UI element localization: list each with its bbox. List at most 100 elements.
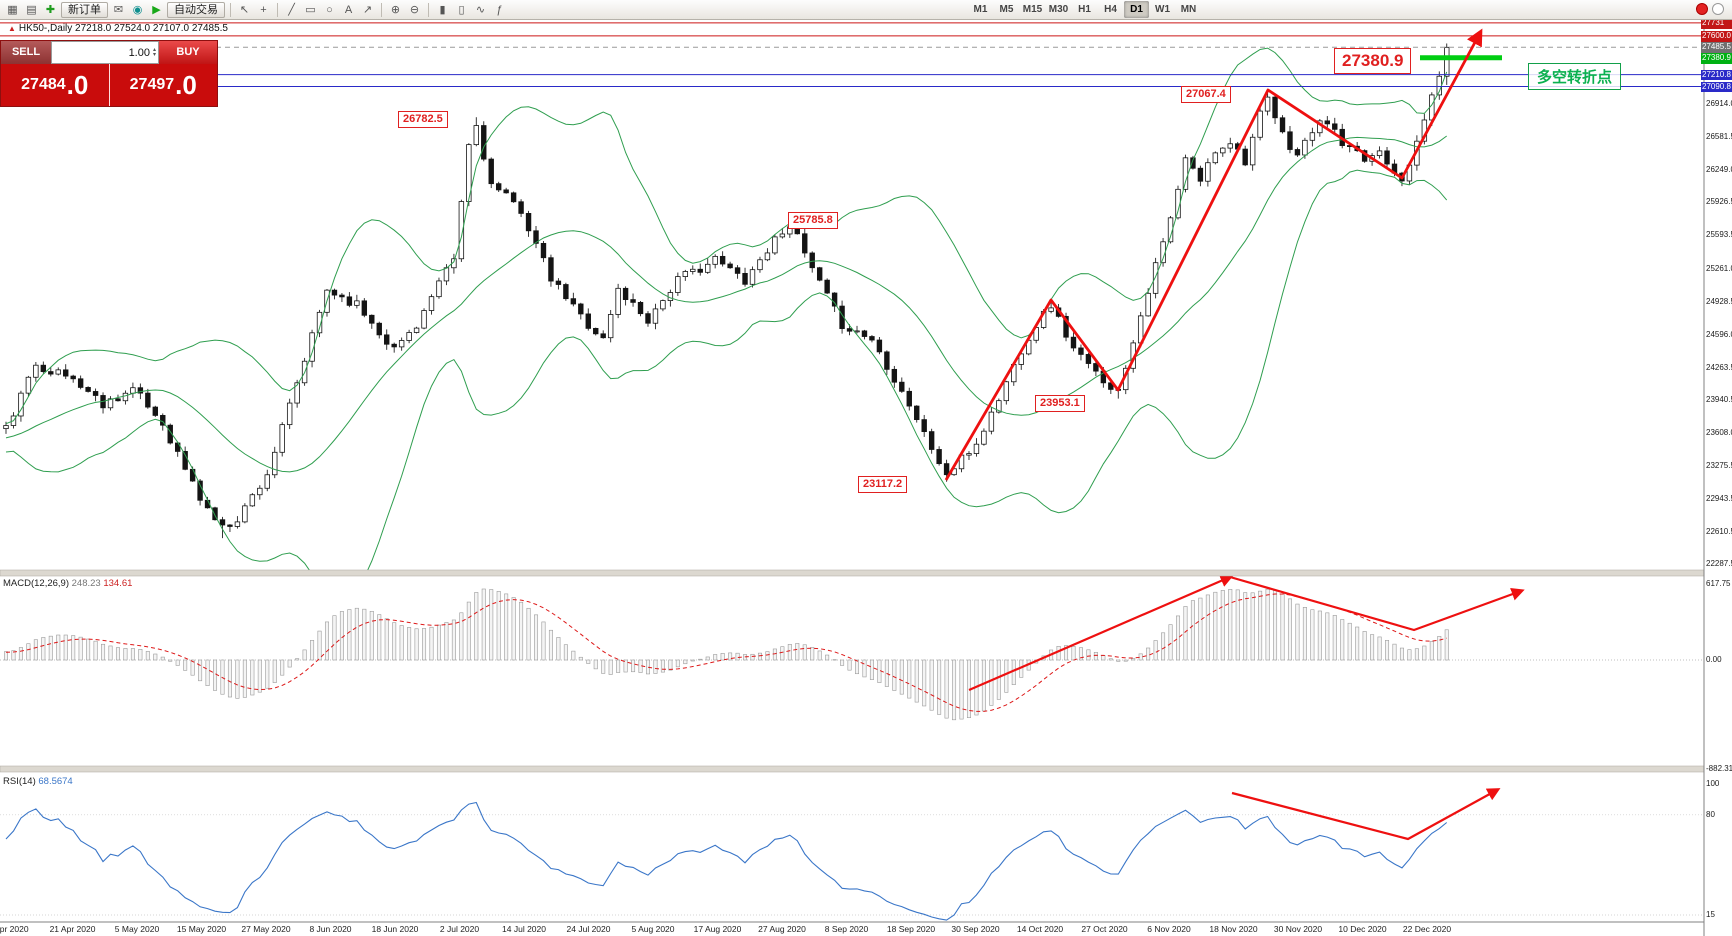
price-tick: 25593.5 — [1706, 230, 1732, 240]
time-axis-label: 30 Nov 2020 — [1273, 924, 1323, 934]
time-axis-label: 8 Sep 2020 — [824, 924, 869, 934]
time-axis-label: 27 Oct 2020 — [1081, 924, 1128, 934]
new-chart-button[interactable]: ▦ — [7, 4, 18, 16]
time-axis-label: 27 May 2020 — [241, 924, 291, 934]
time-axis-label: 8 Jun 2020 — [309, 924, 352, 934]
price-tick: 24263.5 — [1706, 362, 1732, 372]
time-axis-label: 21 Apr 2020 — [49, 924, 96, 934]
sell-price-frac: .0 — [66, 69, 89, 100]
toolbar-separator — [381, 3, 382, 17]
line-mode-button[interactable]: ∿ — [475, 4, 486, 16]
price-callout: 23117.2 — [858, 476, 908, 494]
price-tick: 22610.5 — [1706, 527, 1732, 537]
timeframe-w1[interactable]: W1 — [1155, 4, 1170, 15]
rectangle-tool-button[interactable]: ▭ — [305, 4, 316, 16]
crosshair-tool-button[interactable]: + — [260, 4, 267, 16]
volume-down-icon[interactable]: ▾ — [152, 51, 156, 58]
macd-axis-tick: -882.31 — [1706, 763, 1732, 773]
autotrading-button[interactable]: 自动交易 — [167, 2, 225, 18]
toolbar-separator — [277, 3, 278, 17]
time-axis-label: 27 Aug 2020 — [758, 924, 806, 934]
buy-button[interactable]: BUY — [159, 41, 217, 64]
price-tick: 25261.0 — [1706, 263, 1732, 273]
profiles-button[interactable]: ▤ — [26, 4, 37, 16]
autotrading-icon[interactable]: ▶ — [152, 4, 161, 16]
new-order-icon[interactable]: ✚ — [45, 4, 56, 16]
timeframe-group: M1 M5 M15 M30 H1 H4 D1 W1 MN — [968, 1, 1201, 18]
zoom-out-button[interactable]: ⊖ — [409, 4, 420, 16]
time-axis-label: 17 Aug 2020 — [693, 924, 742, 934]
rsi-axis-tick: 15 — [1706, 909, 1715, 919]
time-axis-label: 18 Jun 2020 — [371, 924, 419, 934]
trendline-tool-button[interactable]: ╱ — [288, 4, 295, 16]
ellipse-tool-button[interactable]: ○ — [326, 4, 333, 16]
buy-price-tile[interactable]: 27497 .0 — [108, 64, 217, 106]
order-prices-row: 27484 .0 27497 .0 — [1, 64, 217, 106]
market-watch-button[interactable]: ◉ — [132, 4, 143, 16]
time-axis-label: 14 Oct 2020 — [1016, 924, 1064, 934]
cursor-tool-button[interactable]: ↖ — [239, 4, 250, 16]
toolbar: ▦ ▤ ✚ 新订单 ✉ ◉ ▶ 自动交易 ↖ + ╱ ▭ ○ A ↗ ⊕ ⊖ ▮ ▯ ∿ ƒ M1 M5 M15 M30 H1 H… — [0, 0, 1732, 20]
note-box: 多空转折点 — [1528, 63, 1622, 90]
timeframe-m15[interactable]: M15 — [1022, 4, 1043, 15]
record-icon[interactable] — [1696, 3, 1708, 15]
toolbar-left-group: ▦ ▤ ✚ 新订单 ✉ ◉ ▶ 自动交易 ↖ + ╱ ▭ ○ A ↗ ⊕ ⊖ ▮ ▯ ∿ ƒ — [4, 0, 508, 20]
timeframe-mn[interactable]: MN — [1180, 4, 1197, 15]
time-axis-label: 15 May 2020 — [176, 924, 227, 934]
time-axis-label: 18 Sep 2020 — [886, 924, 936, 934]
volume-stepper[interactable]: ▴ ▾ — [152, 46, 156, 58]
macd-label: MACD(12,26,9) 248.23 134.61 — [3, 578, 133, 589]
text-tool-button[interactable]: A — [344, 4, 353, 16]
chart-header: ▲ HK50-,Daily 27218.0 27524.0 27107.0 274… — [8, 23, 228, 34]
buy-price: 27497 — [129, 76, 175, 93]
time-axis-label: 22 Dec 2020 — [1402, 924, 1452, 934]
bar-mode-button[interactable]: ▯ — [458, 4, 465, 16]
timeframe-m1[interactable]: M1 — [973, 4, 988, 15]
price-tick: 24596.0 — [1706, 329, 1732, 339]
mailbox-button[interactable]: ✉ — [113, 4, 124, 16]
rsi-panel-splitter[interactable] — [0, 765, 1705, 773]
indicators-button[interactable]: ƒ — [496, 4, 503, 16]
one-click-trading-panel: SELL 1.00 ▴ ▾ BUY 27484 .0 27497 .0 — [0, 40, 218, 107]
rsi-axis-tick: 80 — [1706, 809, 1715, 819]
volume-input[interactable]: 1.00 ▴ ▾ — [51, 41, 159, 64]
timeframe-h1[interactable]: H1 — [1078, 4, 1091, 15]
price-line-label: 27600.0 — [1701, 30, 1732, 42]
timeframe-m30[interactable]: M30 — [1048, 4, 1069, 15]
sell-button[interactable]: SELL — [1, 41, 51, 64]
macd-panel-splitter[interactable] — [0, 569, 1705, 577]
new-order-button[interactable]: 新订单 — [61, 2, 108, 18]
price-line-label: 27485.5 — [1701, 42, 1732, 54]
volume-value[interactable]: 1.00 — [128, 46, 150, 59]
price-callout: 27380.9 — [1334, 48, 1412, 75]
sell-price-tile[interactable]: 27484 .0 — [1, 64, 109, 106]
price-tick: 26249.0 — [1706, 165, 1732, 175]
macd-axis-tick: 617.75 — [1706, 578, 1731, 588]
connection-icon — [1712, 3, 1724, 15]
price-tick: 24928.5 — [1706, 296, 1732, 306]
time-axis-label: 5 May 2020 — [114, 924, 160, 934]
price-tick: 26581.5 — [1706, 132, 1732, 142]
arrow-tool-button[interactable]: ↗ — [362, 4, 373, 16]
chart-ohlc-text: HK50-,Daily 27218.0 27524.0 27107.0 2748… — [18, 23, 228, 34]
candlestick-mode-button[interactable]: ▮ — [439, 4, 446, 16]
time-axis-label: 6 Nov 2020 — [1147, 924, 1191, 934]
time-axis-label: 10 Dec 2020 — [1338, 924, 1387, 934]
price-tick: 23940.5 — [1706, 394, 1732, 404]
rsi-label: RSI(14) 68.5674 — [3, 776, 73, 787]
zoom-in-button[interactable]: ⊕ — [390, 4, 401, 16]
sell-price: 27484 — [21, 76, 66, 93]
price-line-label: 27380.9 — [1701, 52, 1732, 64]
time-axis-label: 24 Jul 2020 — [566, 924, 611, 934]
toolbar-separator — [230, 3, 231, 17]
price-line-label: 27731 — [1701, 17, 1732, 29]
price-callout: 23953.1 — [1035, 395, 1085, 413]
timeframe-h4[interactable]: H4 — [1104, 4, 1117, 15]
timeframe-m5[interactable]: M5 — [999, 4, 1014, 15]
price-callout: 26782.5 — [398, 111, 448, 129]
timeframe-d1[interactable]: D1 — [1124, 1, 1149, 18]
price-line-label: 27090.8 — [1701, 81, 1732, 93]
volume-up-icon[interactable]: ▴ — [152, 46, 156, 53]
